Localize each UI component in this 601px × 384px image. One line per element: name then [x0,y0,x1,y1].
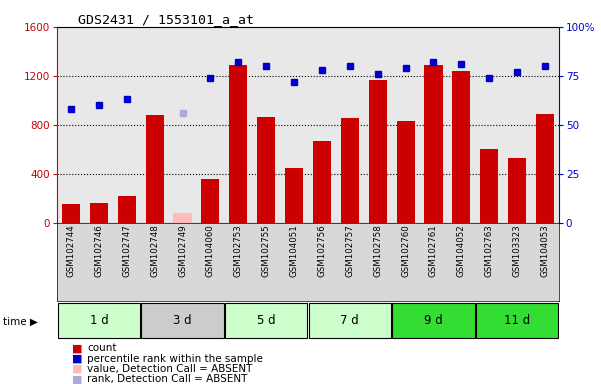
Text: GSM102758: GSM102758 [373,224,382,277]
Bar [225,303,308,338]
Bar [90,203,108,223]
Text: count: count [87,343,117,353]
Text: 1 d: 1 d [90,314,108,327]
Text: GSM104052: GSM104052 [457,224,466,277]
Text: GDS2431 / 1553101_a_at: GDS2431 / 1553101_a_at [78,13,254,26]
Text: ■: ■ [72,364,82,374]
Bar [392,303,475,338]
Bar [453,71,471,223]
Text: GSM102756: GSM102756 [317,224,326,277]
Bar [424,65,442,223]
Text: 11 d: 11 d [504,314,530,327]
Text: time ▶: time ▶ [3,317,38,327]
Bar [229,65,248,223]
Text: 7 d: 7 d [340,314,359,327]
Bar [508,158,526,223]
Bar [58,303,140,338]
Bar [62,204,80,223]
Text: GSM102761: GSM102761 [429,224,438,277]
Text: GSM102748: GSM102748 [150,224,159,277]
Bar [145,115,163,223]
Text: ■: ■ [72,343,82,353]
Text: GSM102749: GSM102749 [178,224,187,277]
Text: GSM102757: GSM102757 [346,224,355,277]
Text: ■: ■ [72,374,82,384]
Text: GSM102747: GSM102747 [122,224,131,277]
Text: GSM102763: GSM102763 [485,224,494,277]
Bar [257,118,275,223]
Bar [397,121,415,223]
Text: GSM104060: GSM104060 [206,224,215,277]
Text: GSM104053: GSM104053 [540,224,549,277]
Text: value, Detection Call = ABSENT: value, Detection Call = ABSENT [87,364,252,374]
Bar [368,79,387,223]
Text: ■: ■ [72,354,82,364]
Text: GSM104051: GSM104051 [290,224,299,277]
Bar [313,141,331,223]
Bar [201,179,219,223]
Text: rank, Detection Call = ABSENT: rank, Detection Call = ABSENT [87,374,248,384]
Text: 9 d: 9 d [424,314,443,327]
Text: GSM103323: GSM103323 [513,224,522,277]
Text: GSM102744: GSM102744 [67,224,76,277]
Text: GSM102760: GSM102760 [401,224,410,277]
Bar [174,213,192,223]
Bar [476,303,558,338]
Text: 5 d: 5 d [257,314,275,327]
Text: GSM102746: GSM102746 [94,224,103,277]
Text: GSM102753: GSM102753 [234,224,243,277]
Bar [341,118,359,223]
Text: 3 d: 3 d [173,314,192,327]
Bar [141,303,224,338]
Bar [480,149,498,223]
Bar [118,196,136,223]
Bar [285,168,303,223]
Bar [308,303,391,338]
Text: GSM102755: GSM102755 [261,224,270,277]
Text: percentile rank within the sample: percentile rank within the sample [87,354,263,364]
Bar [536,114,554,223]
